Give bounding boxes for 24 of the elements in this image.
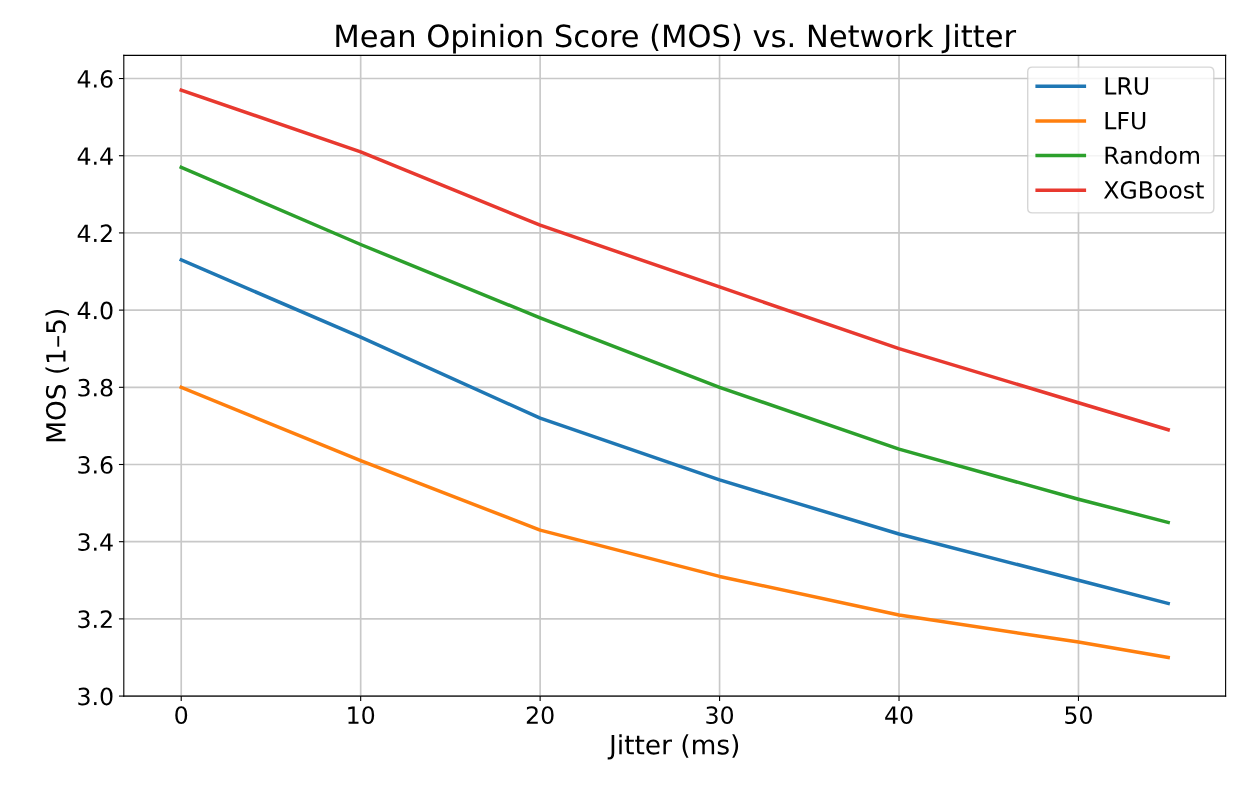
y-tick-label: 3.4: [78, 533, 113, 551]
y-tick-label: 4.6: [77, 69, 113, 88]
y-tick-label: 4.0: [77, 301, 113, 320]
legend-label: LRU: [1105, 77, 1149, 95]
y-tick-label: 3.0: [78, 687, 113, 706]
chart-title: Mean Opinion Score (MOS) vs. Network Jitter: [336, 23, 1017, 54]
line-series: [179, 258, 1170, 606]
y-tick-label: 4.4: [77, 147, 113, 165]
y-tick-label: 3.2: [78, 610, 112, 629]
x-tick-label: 20: [526, 706, 554, 725]
y-tick-label: 3.8: [78, 378, 113, 397]
y-tick-label: 4.2: [77, 224, 112, 242]
y-axis-title: MOS (1–5): [45, 309, 69, 442]
x-tick-label: 40: [885, 706, 913, 725]
legend-label: Random: [1105, 145, 1199, 165]
legend-label: XGBoost: [1103, 181, 1204, 199]
x-axis-title: Jitter (ms): [607, 734, 739, 760]
legend-label: LFU: [1105, 112, 1146, 130]
x-tick-label: 10: [348, 706, 375, 725]
x-tick-label: 30: [706, 706, 734, 725]
line-series: [179, 385, 1170, 660]
y-tick-label: 3.6: [78, 455, 113, 474]
x-tick-label: 0: [175, 706, 188, 725]
x-tick-label: 50: [1065, 706, 1092, 725]
